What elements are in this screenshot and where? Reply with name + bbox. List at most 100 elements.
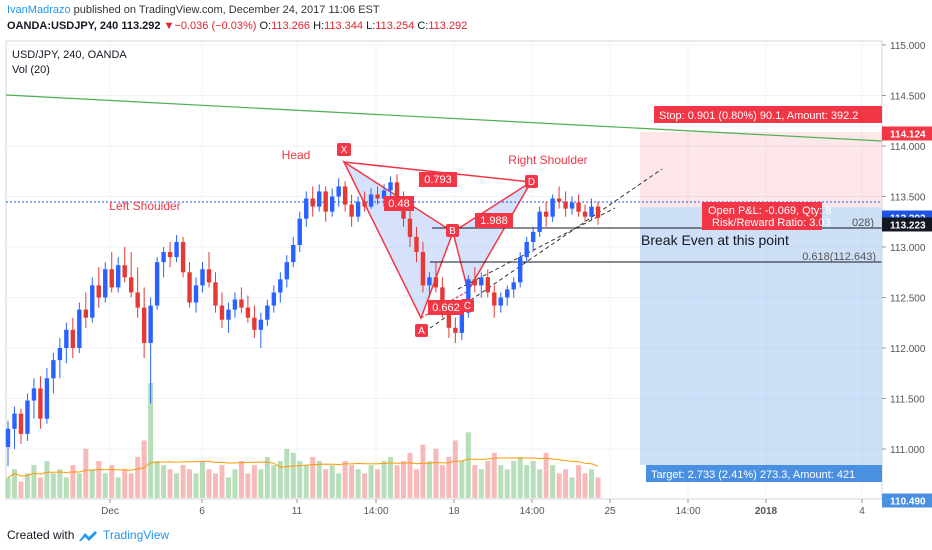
candle[interactable] [407,206,413,247]
candle[interactable] [128,252,134,298]
candle[interactable] [543,201,549,227]
candle[interactable] [563,191,568,217]
candle[interactable] [569,196,575,215]
candle[interactable] [472,267,478,293]
candle[interactable] [317,184,322,212]
candle[interactable] [595,201,601,225]
tradingview-logo-icon [79,531,97,541]
candle[interactable] [453,317,458,343]
candle[interactable] [252,305,257,338]
candle[interactable] [323,186,328,222]
volume-bar [349,465,355,498]
candle[interactable] [550,194,555,222]
candle[interactable] [239,287,244,313]
candle[interactable] [245,295,251,323]
candle[interactable] [18,408,24,444]
candle[interactable] [329,188,335,217]
candle[interactable] [70,317,76,359]
price-axis[interactable]: 115.000 114.500 114.000 113.500 113.000 112.5… [881,41,932,508]
candle[interactable] [498,292,503,313]
candle[interactable] [219,292,225,328]
candle[interactable] [524,236,529,263]
time-axis[interactable]: Dec 6 11 14:00 18 14:00 25 14:00 2018 4 [101,499,865,517]
volume-bar [563,469,569,498]
candle[interactable] [83,292,89,328]
candle[interactable] [103,262,108,303]
candle[interactable] [368,188,374,209]
candle[interactable] [304,191,309,227]
candle[interactable] [355,196,361,222]
candle[interactable] [271,285,277,313]
author-link[interactable]: IvanMadrazo [7,4,71,16]
candle[interactable] [589,198,594,221]
candle[interactable] [258,312,264,348]
candle[interactable] [64,322,69,364]
price-tick-label: 113.500 [890,193,926,204]
candle[interactable] [556,186,562,209]
candle[interactable] [25,393,30,441]
candle[interactable] [57,337,63,379]
candle[interactable] [206,252,212,288]
candle[interactable] [310,186,315,217]
candle[interactable] [388,176,393,197]
candle[interactable] [44,368,50,424]
point-b-marker [446,224,459,237]
candle[interactable] [485,269,490,298]
candle[interactable] [148,297,153,404]
candle[interactable] [492,285,497,318]
candle[interactable] [375,186,380,205]
candle[interactable] [537,206,542,237]
candle[interactable] [77,302,82,354]
candle[interactable] [12,406,17,449]
chart-header: IvanMadrazo published on TradingView.com… [0,0,932,38]
candle-body [284,262,289,280]
candle[interactable] [505,285,510,306]
candle[interactable] [51,353,56,394]
candle[interactable] [154,257,160,310]
candle[interactable] [5,420,11,467]
candle[interactable] [90,277,95,323]
candle[interactable] [297,211,302,253]
trend-line[interactable] [5,94,883,142]
candle[interactable] [336,178,341,207]
candle[interactable] [122,247,127,283]
candle[interactable] [167,241,173,268]
candle[interactable] [479,272,484,298]
candle[interactable] [362,191,367,212]
price-chart[interactable]: 115.000 114.500 114.000 113.500 113.000 112.5… [0,38,932,520]
candle[interactable] [96,267,101,308]
candle[interactable] [161,247,166,278]
candle[interactable] [420,241,426,293]
volume-bar [485,461,491,498]
candle[interactable] [342,181,348,212]
candle[interactable] [278,272,283,303]
candle[interactable] [530,226,536,253]
candle[interactable] [232,292,238,318]
candle[interactable] [213,272,218,313]
time-tick-label: 2018 [755,506,778,517]
candle[interactable] [511,277,516,298]
candle[interactable] [265,299,270,326]
candle[interactable] [226,302,231,333]
candle[interactable] [427,272,432,298]
candle[interactable] [38,376,43,429]
candle[interactable] [180,236,186,278]
candle[interactable] [193,277,199,313]
candle[interactable] [349,194,354,227]
candle[interactable] [433,262,439,293]
tradingview-brand-link[interactable]: TradingView [103,528,170,542]
candle[interactable] [31,378,37,419]
candle[interactable] [414,226,419,263]
candle[interactable] [576,194,581,217]
candle[interactable] [135,267,140,318]
candle[interactable] [174,234,179,263]
candle[interactable] [517,252,523,288]
candle[interactable] [200,262,205,293]
candle[interactable] [141,287,147,359]
candle[interactable] [187,262,192,308]
candle[interactable] [582,204,588,222]
candle[interactable] [284,255,289,288]
candle[interactable] [116,257,121,293]
candle[interactable] [291,236,296,268]
candle[interactable] [109,252,114,293]
